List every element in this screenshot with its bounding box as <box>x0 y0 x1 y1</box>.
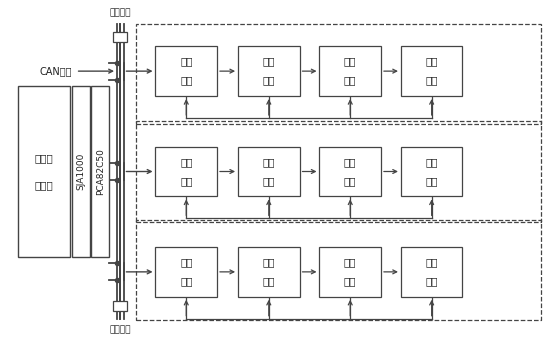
Text: 伺服: 伺服 <box>425 157 438 167</box>
Text: 印刷机: 印刷机 <box>35 153 54 163</box>
Bar <box>238 46 300 96</box>
Bar <box>136 24 541 124</box>
Bar <box>155 46 217 96</box>
Bar <box>320 147 381 196</box>
Text: 位置: 位置 <box>180 257 192 267</box>
Text: 终端电阻: 终端电阻 <box>109 9 131 18</box>
Text: 比较: 比较 <box>344 76 357 86</box>
Text: 伺服: 伺服 <box>425 257 438 267</box>
Text: 比较: 比较 <box>263 276 275 286</box>
Text: 比较: 比较 <box>180 76 192 86</box>
Text: SJA1000: SJA1000 <box>76 153 85 190</box>
Text: 比较: 比较 <box>180 276 192 286</box>
Bar <box>91 86 109 257</box>
Text: 终端电阻: 终端电阻 <box>109 325 131 334</box>
Bar <box>401 147 462 196</box>
Bar <box>238 147 300 196</box>
Text: CAN总线: CAN总线 <box>40 66 72 76</box>
Bar <box>401 247 462 297</box>
Text: 比较: 比较 <box>344 276 357 286</box>
Text: 位置: 位置 <box>180 57 192 67</box>
Text: 比较: 比较 <box>263 176 275 186</box>
Text: 电机: 电机 <box>425 176 438 186</box>
Bar <box>320 247 381 297</box>
Bar <box>136 121 541 222</box>
Bar <box>155 247 217 297</box>
Bar <box>18 86 70 257</box>
Bar <box>320 46 381 96</box>
Bar <box>238 247 300 297</box>
Text: 速度: 速度 <box>263 57 275 67</box>
Bar <box>113 301 127 311</box>
Bar <box>113 32 127 42</box>
Text: PCA82C50: PCA82C50 <box>96 148 105 195</box>
Text: 位置: 位置 <box>180 157 192 167</box>
Text: 比较: 比较 <box>344 176 357 186</box>
Text: 速度: 速度 <box>263 157 275 167</box>
Bar <box>136 220 541 320</box>
Text: 伺服: 伺服 <box>425 57 438 67</box>
Text: 控制器: 控制器 <box>35 180 54 190</box>
Text: 电流: 电流 <box>344 257 357 267</box>
Text: 比较: 比较 <box>180 176 192 186</box>
Text: 速度: 速度 <box>263 257 275 267</box>
Text: 电机: 电机 <box>425 276 438 286</box>
Bar <box>72 86 90 257</box>
Text: 电流: 电流 <box>344 57 357 67</box>
Text: 电机: 电机 <box>425 76 438 86</box>
Text: 电流: 电流 <box>344 157 357 167</box>
Bar <box>401 46 462 96</box>
Text: 比较: 比较 <box>263 76 275 86</box>
Bar <box>155 147 217 196</box>
